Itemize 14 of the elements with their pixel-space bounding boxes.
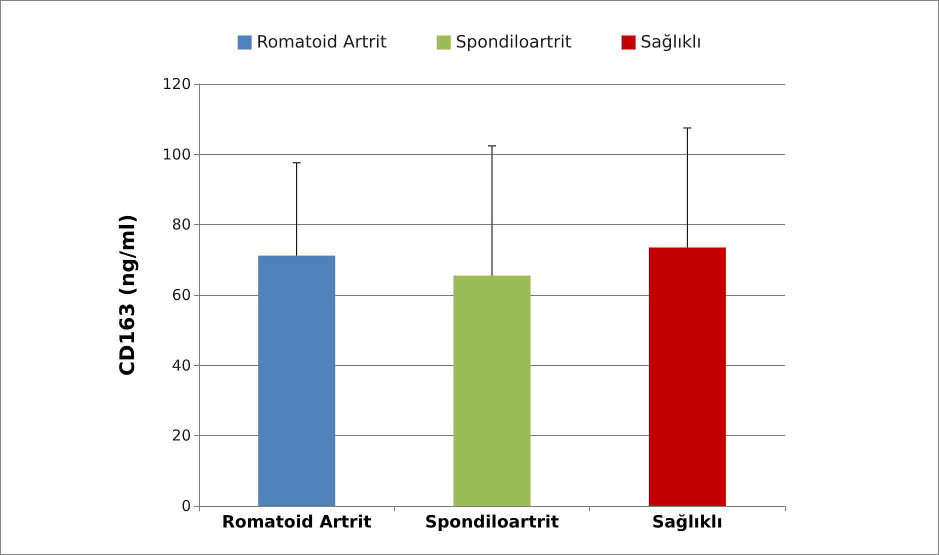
x-tick-label: Spondiloartrit <box>424 512 560 532</box>
x-tick-label: Romatoid Artrit <box>222 512 372 532</box>
y-tick-label: 60 <box>172 286 191 304</box>
legend-label: Sağlıklı <box>640 32 702 52</box>
y-tick-label: 100 <box>162 145 191 164</box>
y-tick-label: 80 <box>172 216 191 234</box>
y-tick-label: 20 <box>172 426 191 445</box>
x-tick-label: Sağlıklı <box>652 512 723 532</box>
y-axis-title: CD163 (ng/ml) <box>115 214 139 376</box>
legend-label: Spondiloartrit <box>456 32 572 52</box>
y-tick-label: 0 <box>181 497 191 515</box>
legend-label: Romatoid Artrit <box>256 32 388 52</box>
y-tick-label: 40 <box>172 356 191 374</box>
y-tick-label: 120 <box>162 75 191 93</box>
